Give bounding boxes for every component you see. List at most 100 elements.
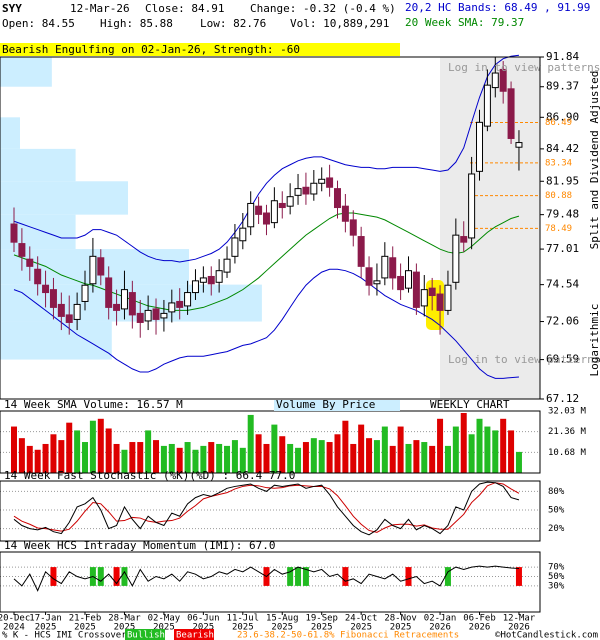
pattern-note: Log in to view patterns in this area <box>448 61 600 74</box>
x-tick-year: 2026 <box>508 623 530 633</box>
sma-line <box>13 212 520 311</box>
volume-bar <box>121 449 128 473</box>
y-tick-label: 77.01 <box>546 242 579 255</box>
imi-frame <box>0 551 541 613</box>
y-tick-label: 72.06 <box>546 315 579 328</box>
x-tick-year: 2025 <box>232 623 254 633</box>
candle-body <box>231 237 239 257</box>
x-tick-label: 20-Dec <box>0 614 30 624</box>
candle-body <box>160 312 168 319</box>
volume-bar <box>318 440 325 473</box>
volume-bar <box>492 430 499 473</box>
x-tick-year: 2026 <box>429 623 451 633</box>
volume-bar <box>484 426 491 473</box>
legend-bullish[interactable]: Bullish <box>127 631 165 640</box>
imi-signal <box>295 567 302 586</box>
x-tick-year: 2026 <box>469 623 491 633</box>
candle-body <box>144 309 152 322</box>
x-tick-year: 2025 <box>114 623 136 633</box>
volume-bar <box>421 442 428 473</box>
imi-signal <box>113 567 120 586</box>
symbol: SYY <box>2 2 22 15</box>
candle-body <box>420 289 428 307</box>
volume-bar <box>405 443 412 473</box>
y-tick-label: 89.37 <box>546 80 579 93</box>
legend-bearish-box[interactable] <box>174 629 214 640</box>
volume-bar <box>500 418 507 473</box>
y-tick-label: 74.54 <box>546 278 579 291</box>
candle-body <box>215 270 223 283</box>
candle-body <box>57 303 65 317</box>
volume-bar <box>255 434 262 473</box>
candle-body <box>476 121 484 172</box>
candle-body <box>483 84 491 127</box>
volume-bar <box>381 426 388 473</box>
imi-signal <box>405 567 412 586</box>
credit: ©HotCandlestick.com <box>495 631 598 640</box>
volume-bar <box>105 428 112 473</box>
candle-body <box>262 212 270 225</box>
candle-body <box>294 188 302 196</box>
candle-body <box>397 275 405 291</box>
candle-body <box>97 257 105 276</box>
plots: 91.84 89.37 86.90 84.42 81.95 79.48 77.01 74.54… <box>0 50 587 633</box>
volume-bar <box>413 440 420 473</box>
imi-signal <box>287 567 294 586</box>
candle-body <box>436 293 444 311</box>
stoch-title: 14 Week Fast Stochastic (%K)(%D) : 66.4 … <box>4 469 295 482</box>
band-lower <box>13 268 520 379</box>
candle-body <box>278 202 286 209</box>
legend-bullish-box[interactable] <box>125 629 165 640</box>
legend-fib: 23.6-38.2-50-61.8% Fibonacci Retracement… <box>237 631 459 640</box>
x-tick-label: 02-May <box>148 614 181 624</box>
x-tick-label: 17-Jan <box>29 614 62 624</box>
volume-bar <box>287 443 294 473</box>
volume-bar <box>129 442 136 473</box>
candle-body <box>184 292 192 307</box>
volume-title: 14 Week SMA Volume: 16.57 M <box>4 398 183 411</box>
imi-line <box>13 565 519 592</box>
volume-bar <box>263 443 270 473</box>
y-tick-label: 50% <box>548 572 565 582</box>
candle-body <box>412 271 420 308</box>
bands-text: 20,2 HC Bands: 68.49 , 91.99 <box>405 1 590 14</box>
candle-body <box>207 275 215 285</box>
volume-bar <box>358 424 365 473</box>
volume-bar <box>145 430 152 473</box>
volume-bar <box>18 438 25 473</box>
x-tick-label: 11-Jul <box>227 614 260 624</box>
x-tick-year: 2025 <box>311 623 333 633</box>
x-tick-year: 2025 <box>350 623 372 633</box>
imi-title: 14 Week HCS Intraday Momentum (IMI): 67.… <box>4 539 276 552</box>
x-tick-year: 2025 <box>35 623 57 633</box>
volume-bar <box>74 430 81 473</box>
volume-bar <box>153 440 160 473</box>
vbp-bar <box>0 321 112 360</box>
volume-bar <box>271 424 278 473</box>
x-tick-year: 2025 <box>74 623 96 633</box>
volume-bar <box>389 445 396 473</box>
volume-bar <box>224 445 231 473</box>
y-tick-label: 50% <box>548 506 565 516</box>
scale-label: Logarithmic <box>588 304 600 377</box>
candle-body <box>302 186 310 195</box>
candle-body <box>73 303 81 320</box>
volume-bar <box>437 418 444 473</box>
legend-bearish[interactable]: Bearish <box>176 631 214 640</box>
candle-body <box>239 227 247 242</box>
pattern-banner <box>0 43 400 56</box>
y-tick-label: 80% <box>548 487 565 497</box>
volume-bar <box>176 447 183 473</box>
volume-bar <box>444 445 451 473</box>
imi-signal <box>302 567 309 586</box>
vbp-bar <box>0 148 76 182</box>
y-tick-label: 70% <box>548 563 565 573</box>
volume-bar <box>247 414 254 473</box>
x-tick-year: 2025 <box>390 623 412 633</box>
imi-signal <box>342 567 349 586</box>
close: Close: 84.91 <box>145 2 224 15</box>
volume-bar <box>460 412 467 473</box>
candle-body <box>136 312 144 323</box>
low: Low: 82.76 <box>200 17 266 30</box>
candle-body <box>507 88 515 139</box>
